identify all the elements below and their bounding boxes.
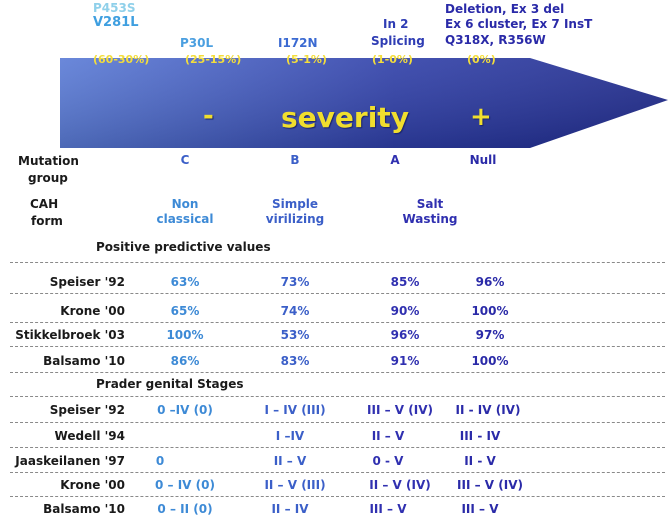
range-null: (0%) <box>467 53 496 66</box>
prader-1-b: I – IV (III) <box>264 403 326 417</box>
ppv-2-null: 100% <box>471 304 509 318</box>
severity-plus: + <box>470 102 492 132</box>
prader-study-5: Balsamo '10 <box>43 502 125 516</box>
cah-form-label-1: CAH <box>30 197 59 211</box>
mutation-null-line3: Q318X, R356W <box>445 33 546 47</box>
mutation-null-line1: Deletion, Ex 3 del <box>445 2 565 16</box>
prader-1-null: II - IV (IV) <box>455 403 521 417</box>
divider <box>10 322 665 323</box>
divider <box>10 422 665 423</box>
prader-2-b: I –IV <box>275 429 305 443</box>
severity-minus: - <box>203 101 214 131</box>
prader-study-4: Krone '00 <box>60 478 125 492</box>
prader-4-c: 0 – IV (0) <box>155 478 215 492</box>
ppv-4-c: 86% <box>170 354 200 368</box>
mutation-in2-line1: In 2 <box>383 17 409 31</box>
prader-title: Prader genital Stages <box>96 377 244 391</box>
ppv-title: Positive predictive values <box>96 240 271 254</box>
ppv-4-null: 100% <box>471 354 509 368</box>
ppv-2-c: 65% <box>170 304 200 318</box>
divider <box>10 293 665 294</box>
prader-3-a: 0 - V <box>372 454 404 468</box>
divider <box>10 496 665 497</box>
ppv-3-null: 97% <box>475 328 505 342</box>
prader-4-a: II – V (IV) <box>369 478 431 492</box>
mutation-group-label-2: group <box>28 171 68 185</box>
ppv-3-b: 53% <box>280 328 310 342</box>
ppv-3-a: 96% <box>390 328 420 342</box>
ppv-study-4: Balsamo '10 <box>43 354 125 368</box>
cah-simple-1: Simple <box>271 197 319 211</box>
cah-salt-wasting: Salt Wasting <box>380 197 480 227</box>
divider <box>10 262 665 263</box>
cah-salt-2: Wasting <box>402 212 458 226</box>
prader-study-3: Jaaskeilanen '97 <box>15 454 125 468</box>
ppv-1-c: 63% <box>170 275 200 289</box>
group-c: C <box>180 153 190 167</box>
range-a: (1-0%) <box>372 53 413 66</box>
mutation-p30l: P30L <box>180 36 214 50</box>
range-c2: (25-15%) <box>185 53 242 66</box>
range-c1: (60-30%) <box>93 53 150 66</box>
cah-nonclassical: Non classical <box>135 197 235 227</box>
mutation-in2-line2: Splicing <box>371 34 425 48</box>
prader-1-c: 0 –IV (0) <box>157 403 213 417</box>
prader-5-c: 0 – II (0) <box>157 502 213 516</box>
prader-4-b: II – V (III) <box>264 478 326 492</box>
ppv-2-b: 74% <box>280 304 310 318</box>
mutation-p453s: P453S <box>93 1 136 15</box>
range-b: (5-1%) <box>286 53 327 66</box>
ppv-1-null: 96% <box>475 275 505 289</box>
cah-form-label-2: form <box>31 214 63 228</box>
prader-3-b: II – V <box>273 454 307 468</box>
ppv-study-3: Stikkelbroek '03 <box>15 328 125 342</box>
prader-study-2: Wedell '94 <box>54 429 125 443</box>
group-b: B <box>290 153 300 167</box>
mutation-v281l: V281L <box>93 15 139 30</box>
prader-3-c: 0 <box>155 454 165 468</box>
cah-salt-1: Salt <box>416 197 444 211</box>
prader-4-null: III – V (IV) <box>457 478 523 492</box>
prader-2-a: II – V <box>371 429 405 443</box>
cah-nonclassical-2: classical <box>156 212 214 226</box>
ppv-study-1: Speiser '92 <box>49 275 125 289</box>
ppv-3-c: 100% <box>166 328 204 342</box>
divider <box>10 447 665 448</box>
ppv-1-b: 73% <box>280 275 310 289</box>
group-null: Null <box>469 153 497 167</box>
mutation-null-line2: Ex 6 cluster, Ex 7 InsT <box>445 17 593 31</box>
prader-3-null: II - V <box>464 454 496 468</box>
ppv-1-a: 85% <box>390 275 420 289</box>
prader-1-a: III – V (IV) <box>367 403 433 417</box>
ppv-4-b: 83% <box>280 354 310 368</box>
severity-label: severity <box>281 101 409 134</box>
cah-simple: Simple virilizing <box>245 197 345 227</box>
divider <box>10 346 665 347</box>
prader-5-null: III – V <box>461 502 499 516</box>
cah-simple-2: virilizing <box>265 212 325 226</box>
mutation-group-label-1: Mutation <box>18 154 79 168</box>
divider <box>10 472 665 473</box>
divider <box>10 372 665 373</box>
prader-study-1: Speiser '92 <box>49 403 125 417</box>
mutation-i172n: I172N <box>278 36 318 50</box>
prader-5-b: II – IV <box>271 502 309 516</box>
prader-5-a: III – V <box>369 502 407 516</box>
prader-2-null: III - IV <box>459 429 501 443</box>
ppv-4-a: 91% <box>390 354 420 368</box>
divider <box>10 396 665 397</box>
ppv-study-2: Krone '00 <box>60 304 125 318</box>
group-a: A <box>390 153 400 167</box>
cah-nonclassical-1: Non <box>171 197 199 211</box>
ppv-2-a: 90% <box>390 304 420 318</box>
